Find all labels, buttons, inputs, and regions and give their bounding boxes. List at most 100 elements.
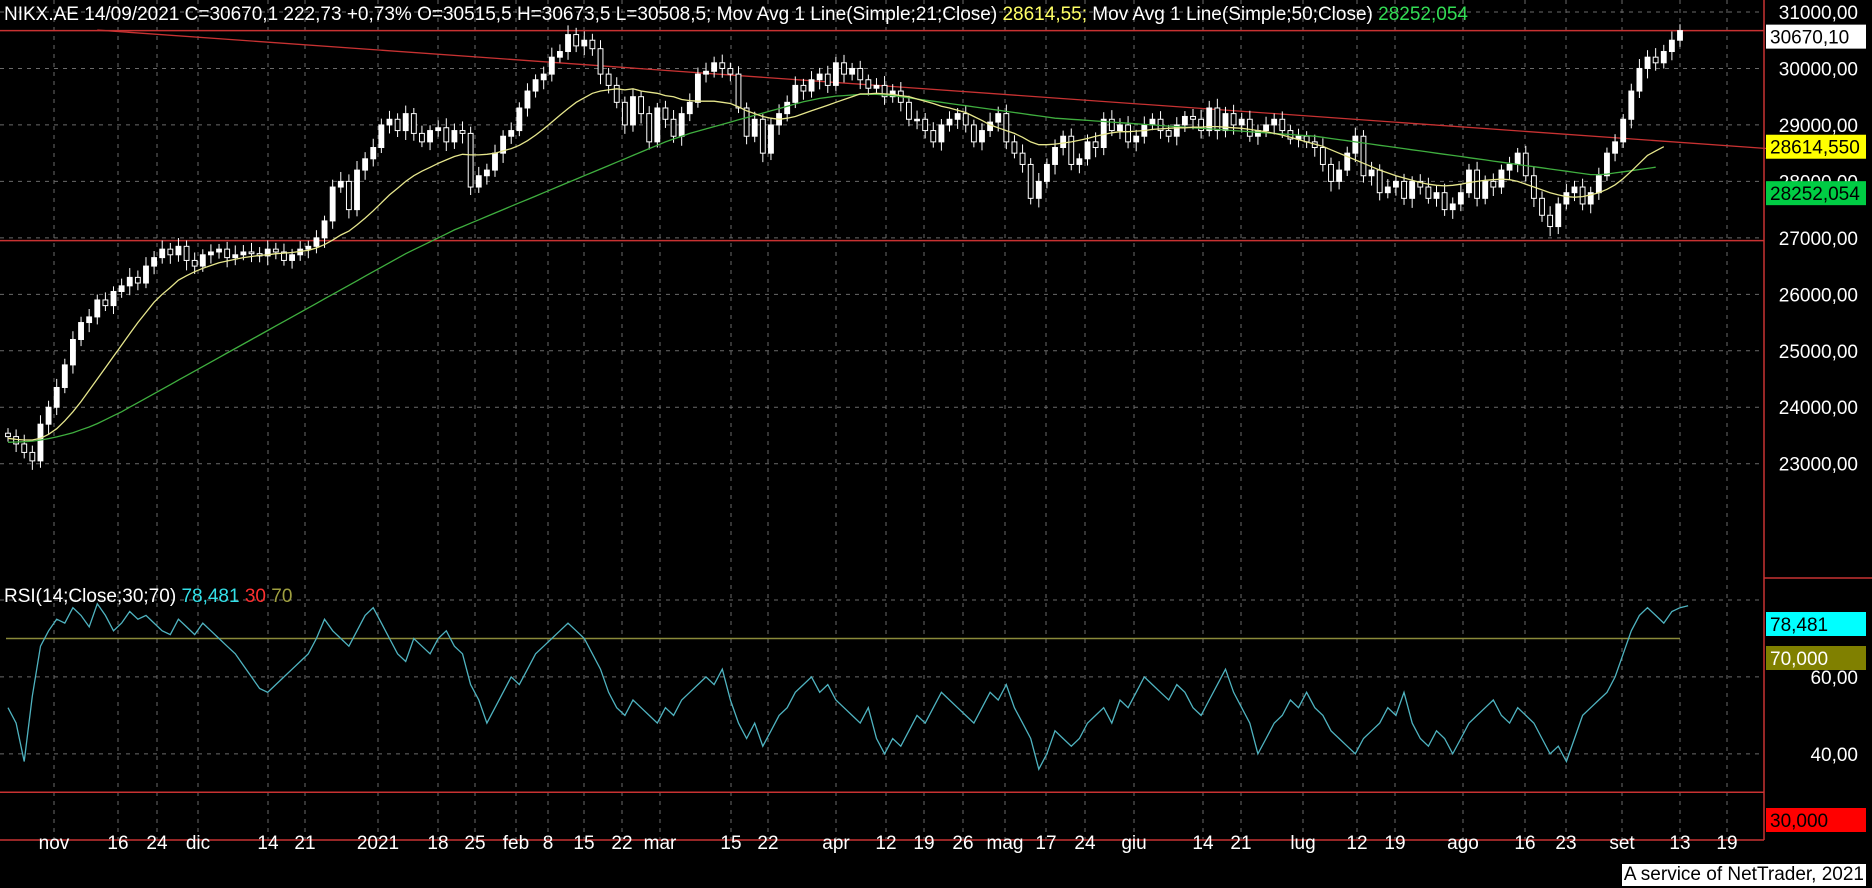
- x-tick-label: 13: [1669, 833, 1690, 854]
- candle-body: [1279, 118, 1286, 132]
- candle-body: [1003, 113, 1010, 143]
- candle-body: [954, 113, 961, 120]
- x-tick-label: 19: [1716, 833, 1737, 854]
- candle-body: [1043, 163, 1050, 182]
- rsi-tick-label: 60,00: [1810, 668, 1858, 689]
- candle-body: [1466, 169, 1472, 194]
- candle-body: [1206, 107, 1213, 132]
- x-tick-label: 23: [1555, 833, 1576, 854]
- candle-body: [272, 248, 279, 253]
- candle-body: [524, 90, 531, 109]
- candle-body: [1668, 39, 1675, 53]
- price-header: NIKX.AE 14/09/2021 C=30670,1 222,73 +0,7…: [4, 4, 1468, 26]
- change-value: 222,73: [283, 4, 342, 25]
- rsi-70-badge-bg: [1766, 646, 1866, 670]
- candle-body: [1376, 169, 1383, 194]
- rsi-header: RSI(14;Close;30;70) 78,481 30 70: [4, 586, 292, 608]
- candle-body: [459, 130, 466, 134]
- candle-body: [597, 48, 604, 75]
- x-tick-label: mar: [644, 833, 677, 854]
- x-tick-label: 21: [294, 833, 315, 854]
- candle-body: [1368, 169, 1375, 177]
- x-tick-label: 25: [464, 833, 485, 854]
- candle-body: [1344, 152, 1351, 171]
- candle-body: [232, 254, 239, 259]
- rsi-70-badge: 70,000: [1770, 649, 1828, 670]
- price-tick-label: 27000,00: [1779, 229, 1858, 250]
- candle-body: [1165, 130, 1172, 137]
- trend-line: [97, 29, 1784, 151]
- candle-body: [1230, 113, 1237, 126]
- candle-body: [1620, 118, 1627, 143]
- high-value: H=30673,5: [516, 4, 611, 25]
- candle-body: [175, 245, 182, 256]
- candle-body: [1555, 203, 1562, 228]
- rsi-value-badge: 78,481: [1770, 615, 1828, 636]
- candle-body: [1417, 180, 1424, 188]
- candle-body: [686, 101, 693, 115]
- price-tick-label: 30000,00: [1779, 59, 1858, 80]
- rsi-value: 78,481: [181, 586, 240, 607]
- x-tick-label: 21: [1230, 833, 1251, 854]
- rsi-label: RSI(14;Close;30;70): [4, 586, 177, 607]
- candle-body: [199, 254, 206, 267]
- candle-body: [711, 62, 718, 72]
- price-tick-label: 29000,00: [1779, 116, 1858, 137]
- candle-body: [1441, 192, 1448, 211]
- x-tick-label: 16: [1514, 833, 1535, 854]
- x-tick-label: 15: [573, 833, 594, 854]
- candle-body: [873, 84, 880, 89]
- candle-body: [451, 130, 458, 143]
- candle-body: [849, 67, 856, 75]
- candle-body: [1571, 186, 1578, 194]
- x-tick-label: 2021: [357, 833, 399, 854]
- price-tick-label: 24000,00: [1779, 398, 1858, 419]
- symbol: NIKX.AE: [4, 4, 79, 25]
- candle-body: [1181, 115, 1188, 126]
- candle-body: [1100, 118, 1107, 149]
- candle-body: [410, 113, 417, 134]
- last-price-badge-bg: [1766, 24, 1866, 49]
- candle-body: [1027, 163, 1034, 199]
- candle-body: [548, 56, 555, 75]
- candle-body: [281, 251, 287, 261]
- candle-body: [305, 245, 312, 250]
- candle-body: [1490, 180, 1497, 188]
- candle-body: [1409, 180, 1416, 199]
- candle-body: [1612, 141, 1618, 154]
- candle-body: [743, 107, 750, 137]
- footer-credit: A service of NetTrader, 2021: [1621, 864, 1866, 886]
- candle-body: [930, 130, 937, 143]
- candle-body: [264, 248, 271, 257]
- candle-body: [1133, 135, 1140, 143]
- candle-body: [694, 73, 701, 103]
- candle-body: [1652, 56, 1659, 64]
- x-tick-label: 19: [913, 833, 934, 854]
- candle-body: [126, 276, 133, 287]
- candle-body: [5, 432, 11, 438]
- candle-body: [1092, 141, 1099, 149]
- x-tick-label: ago: [1447, 833, 1479, 854]
- rsi-panel: [0, 602, 1764, 794]
- axes: [0, 0, 1872, 841]
- candle-body: [134, 276, 141, 284]
- candle-body: [492, 152, 498, 171]
- candle-body: [21, 443, 28, 453]
- candle-body: [906, 101, 912, 120]
- candle-body: [337, 180, 344, 188]
- candle-body: [1660, 51, 1667, 64]
- candle-body: [329, 186, 336, 222]
- candle-body: [735, 73, 742, 109]
- ma50-badge-bg: [1766, 181, 1866, 206]
- price-level-lines: [0, 29, 1764, 242]
- candle-body: [289, 254, 296, 261]
- candle-body: [1271, 118, 1278, 126]
- ma21-value: 28614,55;: [1002, 4, 1088, 25]
- candle-body: [248, 251, 255, 255]
- candle-body: [1035, 180, 1042, 199]
- candle-body: [61, 364, 68, 388]
- candle-body: [1190, 115, 1196, 120]
- date: 14/09/2021: [84, 4, 180, 25]
- candle-body: [159, 248, 166, 259]
- candle-body: [1011, 141, 1018, 154]
